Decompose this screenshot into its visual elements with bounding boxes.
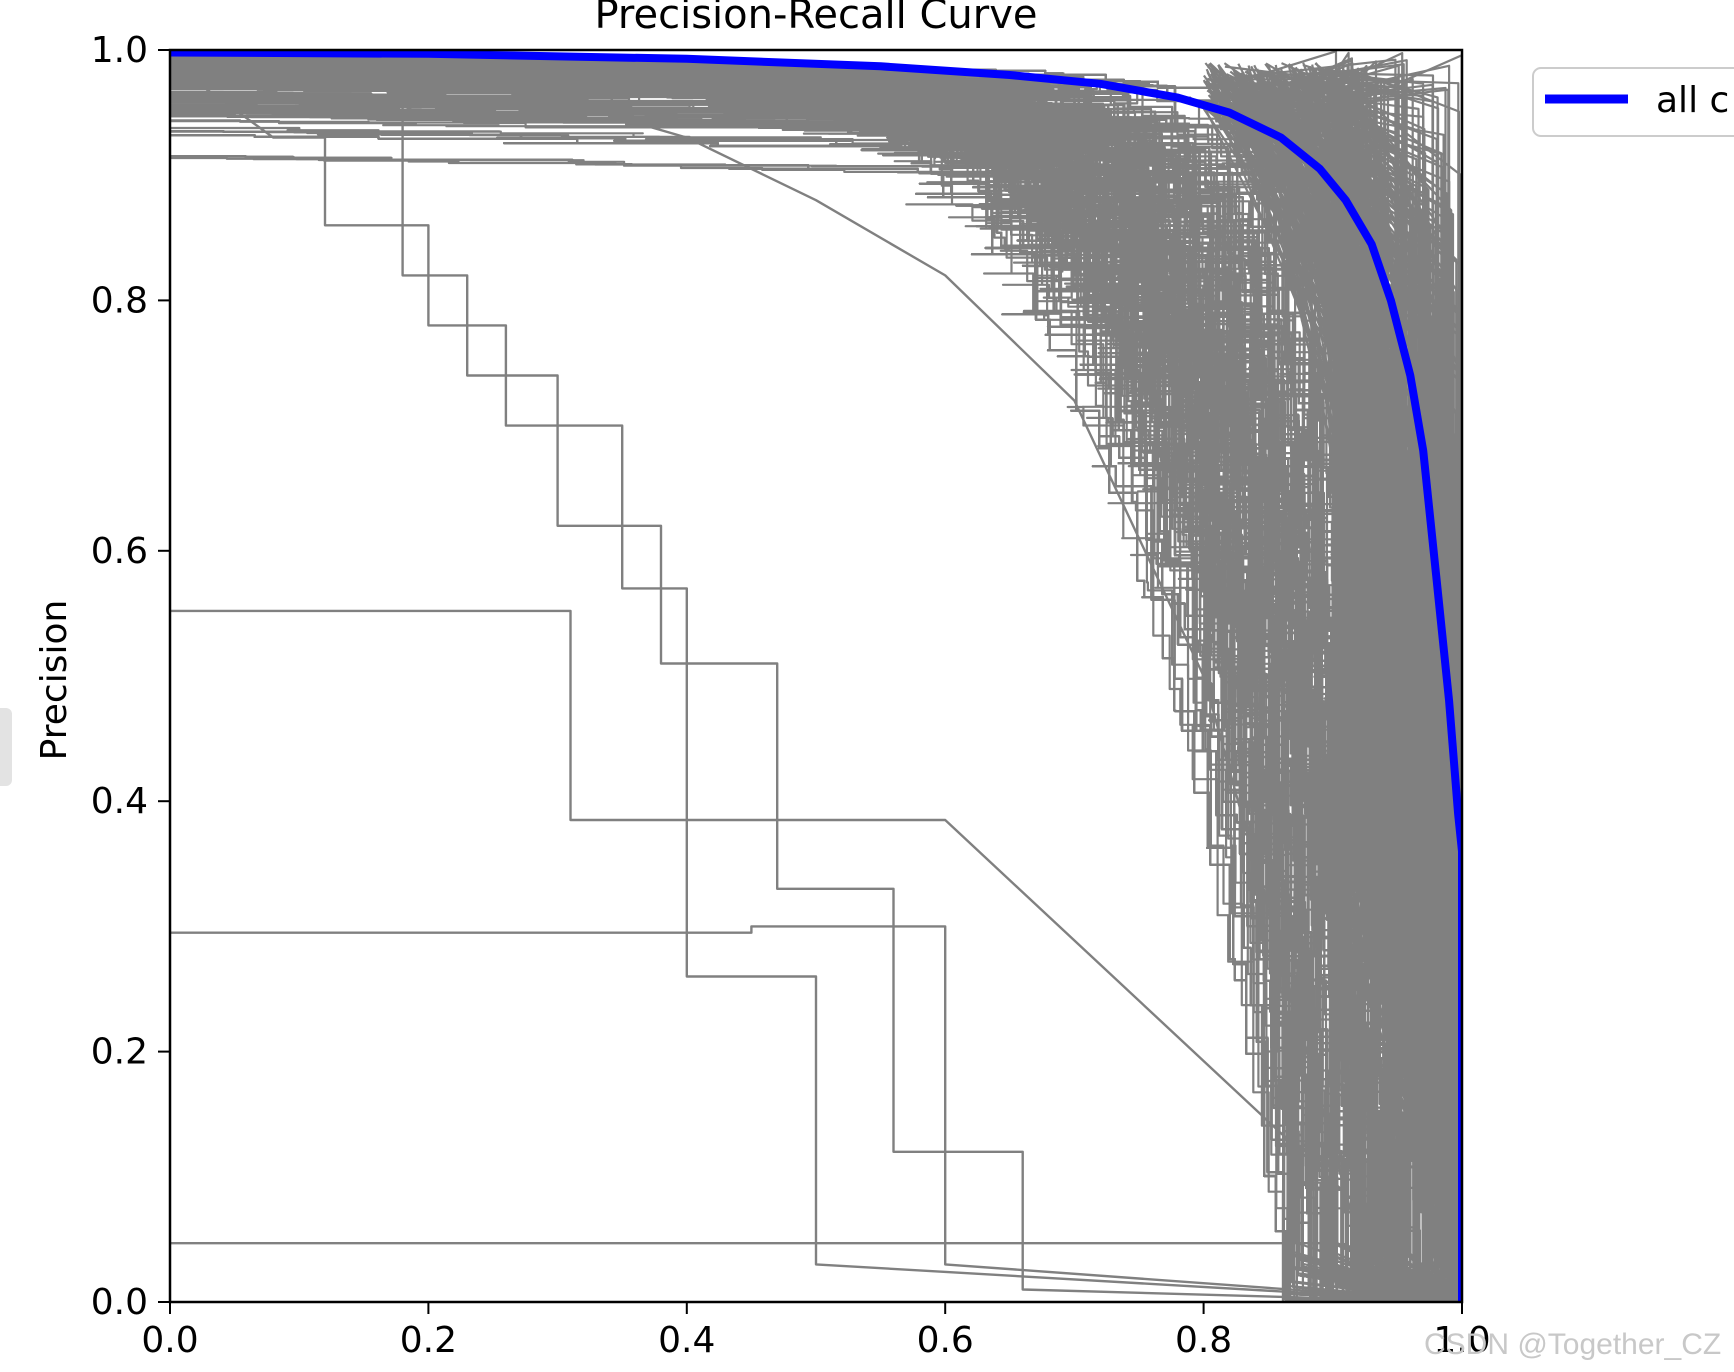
per-class-curve: [1219, 87, 1462, 1277]
y-axis-label: Precision: [34, 600, 75, 761]
chart-title: Precision-Recall Curve: [595, 0, 1038, 38]
y-tick-label: 0.2: [91, 1032, 148, 1073]
per-class-curve: [1310, 72, 1462, 1288]
x-tick-label: 0.2: [400, 1320, 457, 1361]
per-class-curve: [170, 609, 1462, 1302]
per-class-curve: [1309, 109, 1462, 1181]
per-class-curve: [1224, 98, 1462, 1279]
x-axis-ticks: 0.0 0.2 0.4 0.6 0.8 1.0: [141, 1302, 1491, 1361]
y-tick-label: 0.0: [91, 1282, 148, 1323]
per-class-curve: [170, 55, 1462, 1302]
side-scroll-tab[interactable]: [0, 708, 12, 786]
per-class-curve: [1224, 65, 1462, 1224]
y-tick-label: 0.8: [91, 280, 148, 321]
per-class-curve: [170, 925, 1462, 1302]
per-class-curve: [1345, 71, 1462, 1189]
per-class-curve: [170, 1241, 1462, 1302]
all-classes-curve: [170, 50, 1462, 1302]
y-tick-label: 0.6: [91, 531, 148, 572]
per-class-curve: [1261, 91, 1462, 1192]
x-tick-label: 0.8: [1175, 1320, 1232, 1361]
per-class-curve: [170, 114, 1462, 1302]
plot-frame: [168, 48, 1464, 1304]
per-class-curve: [1329, 70, 1462, 1220]
per-class-curve: [170, 63, 1462, 1302]
legend-label-all-classes: all c: [1656, 80, 1729, 121]
y-tick-label: 0.4: [91, 781, 148, 822]
per-class-curve: [170, 61, 1462, 1302]
per-class-curve: [170, 73, 1462, 1302]
x-tick-label: 1.0: [1433, 1320, 1490, 1361]
y-tick-label: 1.0: [91, 30, 148, 71]
x-tick-label: 0.6: [917, 1320, 974, 1361]
per-class-curve: [170, 78, 1462, 1302]
per-class-curve: [1276, 94, 1462, 1196]
per-class-curve: [170, 55, 1462, 1302]
per-class-curve: [170, 57, 1462, 1302]
per-class-curve: [1320, 89, 1462, 1301]
y-axis-ticks: 0.0 0.2 0.4 0.6 0.8 1.0: [91, 30, 170, 1323]
per-class-curve: [170, 107, 1462, 1302]
per-class-curve: [1281, 62, 1462, 1188]
legend: all c: [1532, 67, 1734, 137]
per-class-curves: [170, 50, 1462, 1302]
per-class-curve: [170, 75, 1462, 1302]
legend-box: [1532, 67, 1734, 137]
x-tick-label: 0.4: [658, 1320, 715, 1361]
per-class-curve: [1279, 67, 1462, 1199]
per-class-curve: [1295, 88, 1462, 1281]
watermark: CSDN @Together_CZ: [1424, 1328, 1721, 1361]
all-classes-curve-line: [170, 50, 1462, 1302]
x-tick-label: 0.0: [141, 1320, 198, 1361]
